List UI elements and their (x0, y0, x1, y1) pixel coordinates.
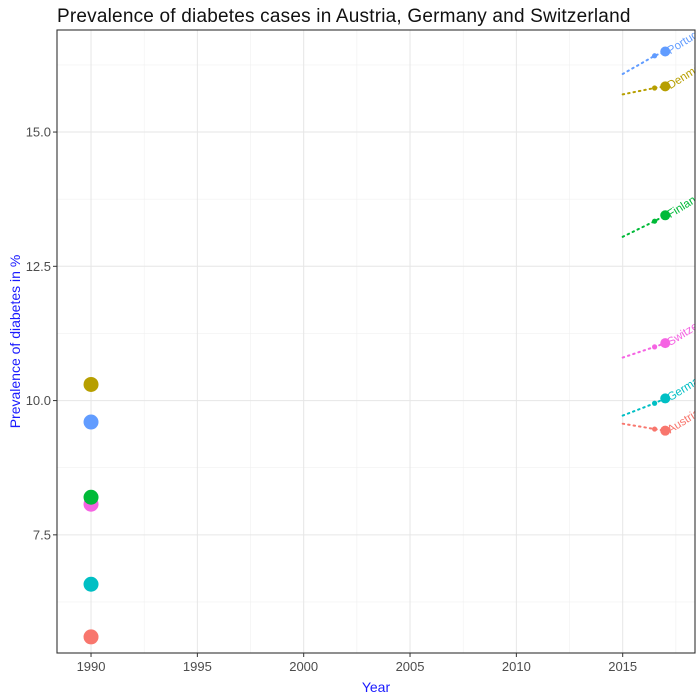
start-point-denmark (83, 376, 99, 392)
y-tick-label: 12.5 (26, 259, 51, 274)
x-tick-label: 2010 (502, 659, 531, 674)
start-point-germany (83, 576, 99, 592)
y-tick-label: 10.0 (26, 393, 51, 408)
x-tick-label: 2015 (608, 659, 637, 674)
y-tick-label: 7.5 (33, 527, 51, 542)
start-point-finland (83, 489, 99, 505)
start-point-austria (83, 629, 99, 645)
trend-point (651, 218, 658, 224)
plot-panel (57, 30, 695, 653)
end-point (660, 46, 671, 57)
x-tick-label: 2005 (396, 659, 425, 674)
y-axis-title: Prevalence of diabetes in % (7, 255, 23, 429)
panel-border (56, 29, 696, 654)
grid (57, 30, 695, 653)
x-tick-label: 2000 (289, 659, 318, 674)
data-points (83, 46, 671, 645)
end-point (660, 81, 671, 92)
x-axis-title: Year (362, 679, 391, 695)
end-point (660, 393, 671, 404)
x-tick-label: 1990 (77, 659, 106, 674)
axes: 1990 1995 2000 2005 2010 2015 7.5 10.0 12.5 15.0 (26, 29, 696, 674)
trend-point (651, 85, 658, 91)
x-tick-label: 1995 (183, 659, 212, 674)
end-point (660, 210, 671, 221)
y-tick-label: 15.0 (26, 125, 51, 140)
trend-point (651, 53, 658, 59)
trend-point (651, 344, 658, 350)
start-point-portugal (83, 414, 99, 430)
chart-title: Prevalence of diabetes cases in Austria,… (57, 6, 631, 27)
panel-background (57, 30, 695, 653)
trend-point (651, 426, 658, 432)
trend-point (651, 400, 658, 406)
end-point (660, 425, 671, 436)
end-point (660, 338, 671, 349)
